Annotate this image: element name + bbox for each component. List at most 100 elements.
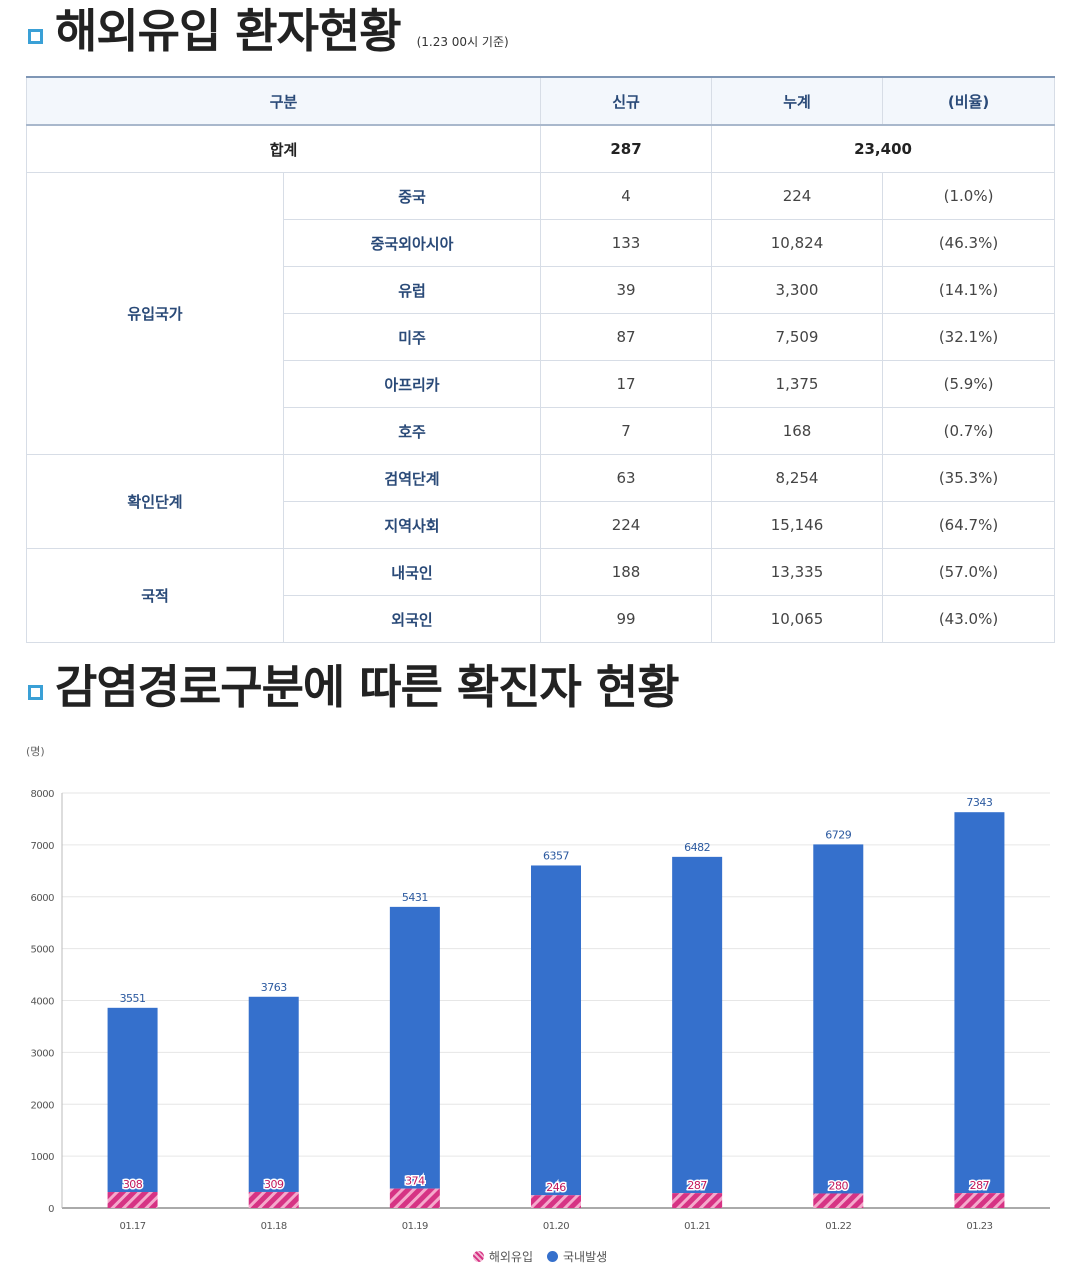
data-label-domestic: 5431 (402, 891, 428, 904)
x-tick-label: 01.19 (402, 1221, 428, 1232)
row-ratio: (1.0%) (882, 172, 1056, 220)
row-label: 지역사회 (282, 501, 542, 549)
table-row: 호주 7 168 (0.7%) (27, 407, 1056, 455)
y-tick-label: 0 (48, 1204, 54, 1215)
data-label-overseas: 374 (405, 1175, 425, 1188)
section-title: 감염경로구분에 따른 확진자 현황 (55, 660, 680, 714)
row-cumulative: 224 (711, 172, 884, 220)
bar-overseas (107, 1192, 158, 1208)
row-cumulative: 7,509 (711, 313, 884, 361)
bar-overseas (531, 1195, 581, 1208)
row-cumulative: 8,254 (711, 454, 884, 502)
stacked-bar-chart: (명) 0 1000 2000 3000 4000 5000 6000 7000 8000 3551… (26, 745, 1050, 1232)
bar-domestic (248, 996, 299, 1192)
row-new: 63 (540, 454, 713, 502)
y-tick-label: 2000 (31, 1100, 55, 1111)
table-row: 아프리카 17 1,375 (5.9%) (27, 360, 1056, 408)
row-ratio: (32.1%) (882, 313, 1056, 361)
row-new: 99 (540, 595, 713, 643)
data-label-overseas: 287 (970, 1179, 990, 1192)
col-header-cumulative: 누계 (711, 76, 884, 126)
row-new: 87 (540, 313, 713, 361)
bar-overseas (954, 1193, 1005, 1208)
row-cumulative: 3,300 (711, 266, 884, 314)
row-new: 39 (540, 266, 713, 314)
square-bullet-icon (28, 685, 43, 700)
row-new: 17 (540, 360, 713, 408)
y-tick-label: 5000 (31, 945, 55, 956)
data-label-overseas: 309 (264, 1178, 284, 1191)
data-label-domestic: 3763 (261, 981, 287, 994)
table-row: 중국외아시아 133 10,824 (46.3%) (27, 219, 1056, 267)
x-tick-label: 01.18 (261, 1221, 287, 1232)
bar-domestic (531, 865, 581, 1196)
legend-swatch-domestic (547, 1251, 558, 1262)
row-cumulative: 15,146 (711, 501, 884, 549)
chart-legend: 해외유입 국내발생 (0, 1248, 1080, 1265)
bar-domestic (954, 812, 1005, 1194)
row-label: 내국인 (282, 548, 542, 596)
row-ratio: (0.7%) (882, 407, 1056, 455)
legend-swatch-overseas (472, 1251, 484, 1262)
data-label-domestic: 6729 (825, 828, 851, 841)
y-tick-label: 7000 (31, 841, 55, 852)
group-label: 유입국가 (26, 172, 284, 455)
row-new: 7 (540, 407, 713, 455)
row-label: 유럽 (282, 266, 542, 314)
data-label-overseas: 308 (123, 1178, 143, 1191)
y-tick-label: 6000 (31, 893, 55, 904)
row-new: 4 (540, 172, 713, 220)
row-cumulative: 1,375 (711, 360, 884, 408)
col-header-category: 구분 (25, 76, 542, 126)
row-ratio: (64.7%) (882, 501, 1056, 549)
section-header-route: 감염경로구분에 따른 확진자 현황 (28, 660, 680, 714)
group-label: 확인단계 (26, 454, 284, 549)
row-label: 미주 (282, 313, 542, 361)
x-tick-label: 01.17 (120, 1221, 146, 1232)
row-label: 아프리카 (282, 360, 542, 408)
row-ratio: (35.3%) (882, 454, 1056, 502)
bar-overseas (672, 1193, 723, 1208)
data-label-overseas: 280 (829, 1179, 849, 1192)
square-bullet-icon (28, 29, 43, 44)
table-header-row: 구분 신규 누계 (비율) (25, 76, 1056, 126)
y-tick-label: 8000 (31, 789, 55, 800)
data-label-domestic: 6482 (684, 841, 710, 854)
bar-overseas (248, 1191, 299, 1208)
bar-domestic (672, 856, 723, 1194)
as-of-note: (1.23 00시 기준) (416, 35, 509, 49)
overseas-stats-table: 구분 신규 누계 (비율) 합계 287 23,400 유입국가 중국 4 224 (1… (25, 76, 1056, 643)
row-label: 외국인 (282, 595, 542, 643)
row-ratio: (43.0%) (882, 595, 1056, 643)
row-label: 중국외아시아 (282, 219, 542, 267)
row-label: 호주 (282, 407, 542, 455)
bar-domestic (813, 844, 864, 1194)
legend-label: 해외유입 (488, 1250, 533, 1264)
total-cumulative: 23,400 (711, 124, 1056, 173)
row-ratio: (14.1%) (882, 266, 1056, 314)
total-new: 287 (540, 124, 713, 173)
table-row: 미주 87 7,509 (32.1%) (27, 313, 1056, 361)
row-cumulative: 10,824 (711, 219, 884, 267)
bar-domestic (389, 906, 440, 1189)
bar-overseas (389, 1188, 440, 1208)
row-label: 중국 (282, 172, 542, 220)
row-new: 188 (540, 548, 713, 596)
x-tick-label: 01.23 (966, 1221, 992, 1232)
group-label: 국적 (26, 548, 284, 643)
data-label-domestic: 3551 (120, 992, 146, 1005)
x-tick-label: 01.22 (825, 1221, 851, 1232)
table-row: 외국인 99 10,065 (43.0%) (27, 595, 1056, 643)
y-unit-label: (명) (26, 745, 45, 758)
row-new: 224 (540, 501, 713, 549)
page-title: 해외유입 환자현황 (55, 4, 402, 58)
table-row: 국적 내국인 188 13,335 (57.0%) (26, 548, 1056, 643)
row-cumulative: 168 (711, 407, 884, 455)
col-header-new: 신규 (540, 76, 713, 126)
y-tick-label: 1000 (31, 1152, 55, 1163)
row-new: 133 (540, 219, 713, 267)
row-ratio: (57.0%) (882, 548, 1056, 596)
total-label: 합계 (25, 124, 542, 173)
y-tick-label: 4000 (31, 997, 55, 1008)
bar-overseas (813, 1193, 864, 1208)
